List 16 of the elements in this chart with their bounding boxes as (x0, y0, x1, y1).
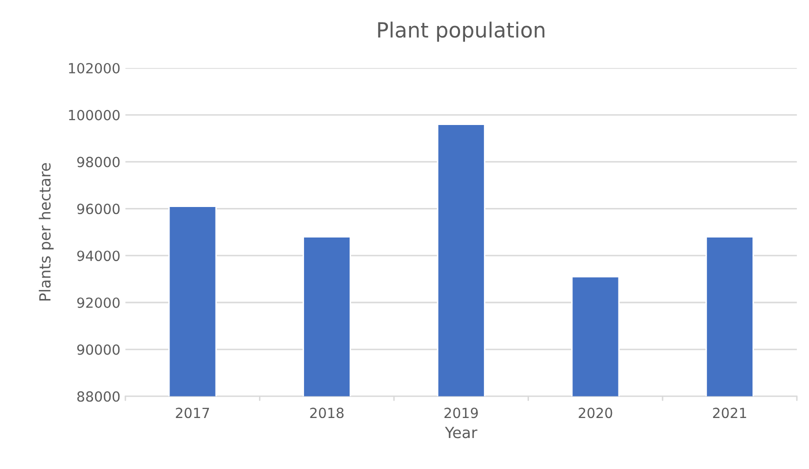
chart-title: Plant population (378, 22, 544, 42)
y-tick-label: 100000 (69, 110, 120, 120)
y-tick-label: 88000 (77, 391, 120, 402)
x-tick-label: 2017 (176, 408, 210, 418)
x-tick-label: 2020 (578, 408, 612, 418)
x-axis-title: Year (444, 426, 478, 438)
y-tick-label: 90000 (77, 344, 120, 355)
y-tick-label: 96000 (77, 204, 120, 214)
x-tick-label: 2021 (713, 408, 746, 418)
y-tick-label: 102000 (69, 62, 120, 74)
y-tick-label: 94000 (77, 250, 120, 262)
x-tick-label: 2018 (310, 408, 344, 418)
y-tick-label: 92000 (77, 297, 120, 308)
x-tick-label: 2019 (444, 408, 478, 418)
y-axis-title: Plants per hectare (38, 163, 54, 301)
y-tick-label: 98000 (77, 156, 120, 168)
